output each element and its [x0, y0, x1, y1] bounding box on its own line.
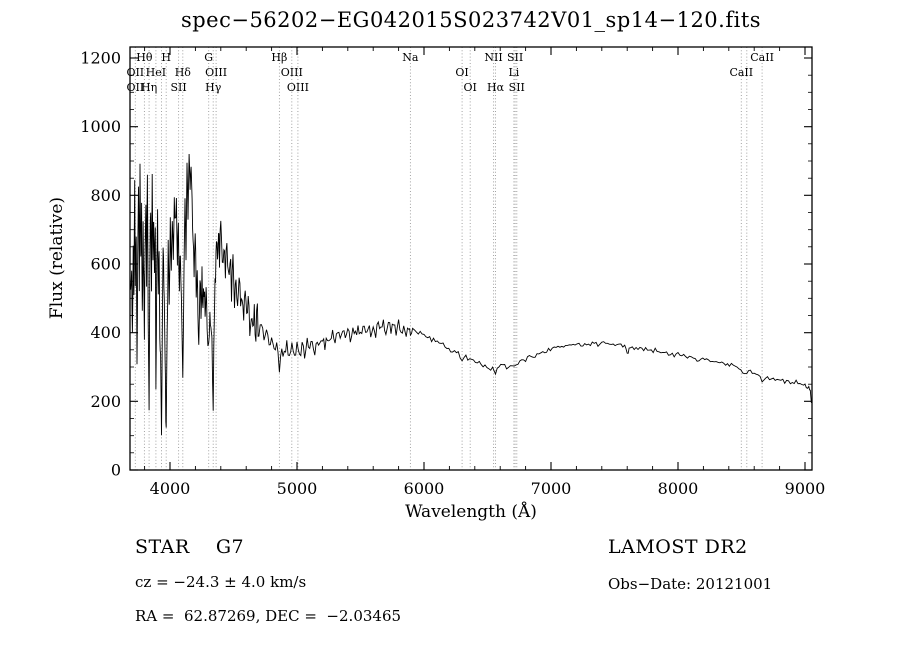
spectral-marker-label: OIII [287, 81, 309, 94]
spectral-marker-label: Hβ [271, 51, 287, 64]
ra-dec-label: RA = 62.87269, DEC = −2.03465 [135, 607, 402, 625]
spectral-marker-label: Hγ [205, 81, 222, 94]
x-tick-label: 5000 [277, 479, 318, 498]
x-tick-label: 8000 [658, 479, 699, 498]
spectral-marker-label: CaII [729, 66, 753, 79]
spectral-marker-label: H [161, 51, 171, 64]
spectral-marker-label: OI [464, 81, 477, 94]
y-tick-label: 1200 [80, 49, 121, 68]
plot-title: spec−56202−EG042015S023742V01_sp14−120.f… [180, 8, 762, 32]
spectral-marker-label: OII [126, 66, 144, 79]
spectral-marker-label: SII [507, 51, 523, 64]
spectral-marker-label: G [204, 51, 213, 64]
radial-velocity-label: cz = −24.3 ± 4.0 km/s [135, 573, 307, 591]
x-tick-label: 6000 [404, 479, 445, 498]
spectral-marker-label: Hδ [175, 66, 192, 79]
spectral-marker-label: NII [484, 51, 502, 64]
spectral-marker-label: OI [455, 66, 468, 79]
spectral-marker-label: Hα [487, 81, 505, 94]
spectral-marker-label: OIII [281, 66, 303, 79]
x-tick-label: 4000 [150, 479, 191, 498]
y-tick-label: 0 [111, 461, 121, 480]
x-axis-label: Wavelength (Å) [405, 502, 537, 522]
object-class-label: STAR G7 [135, 536, 245, 558]
x-tick-label: 7000 [531, 479, 572, 498]
spectral-marker-label: Hη [141, 81, 157, 94]
spectral-marker-label: OIII [205, 66, 227, 79]
spectral-marker-label: SII [170, 81, 186, 94]
spectral-marker-label: HeI [146, 66, 166, 79]
obs-date-label: Obs−Date: 20121001 [608, 575, 773, 593]
spectral-marker-label: Hθ [136, 51, 153, 64]
spectral-marker-label: OII [126, 81, 144, 94]
plot-frame [129, 46, 813, 471]
spectrum-trace [130, 153, 812, 436]
spectral-marker-label: SII [509, 81, 525, 94]
y-tick-label: 200 [90, 392, 121, 411]
x-tick-label: 9000 [785, 479, 826, 498]
y-tick-label: 400 [90, 323, 121, 342]
spectral-marker-label: CaII [750, 51, 774, 64]
y-tick-label: 1000 [80, 117, 121, 136]
y-tick-label: 600 [90, 255, 121, 274]
survey-release-label: LAMOST DR2 [608, 536, 748, 558]
y-tick-label: 800 [90, 186, 121, 205]
spectral-marker-label: Na [402, 51, 419, 64]
spectral-marker-label: Li [508, 66, 519, 79]
